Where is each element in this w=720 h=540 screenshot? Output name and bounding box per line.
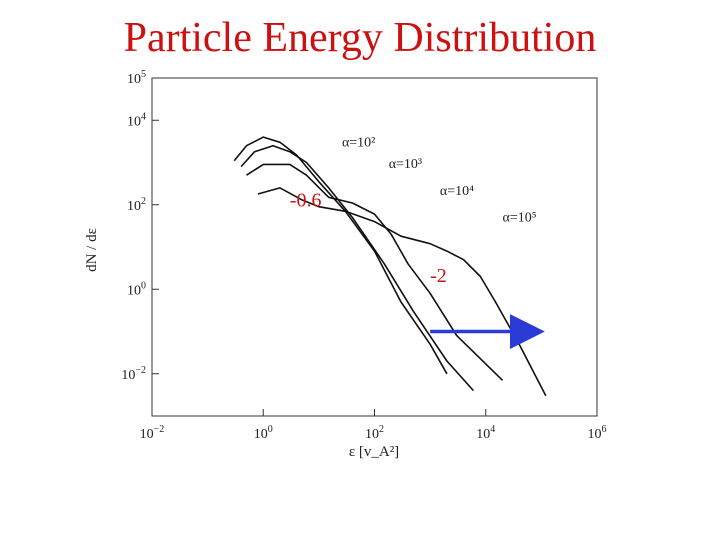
series-line-2: [240, 144, 474, 392]
y-tick-label: 105: [127, 69, 146, 87]
y-ticks: 10−2 100 102 104 105: [121, 69, 159, 383]
y-axis-label: dN / dε: [84, 228, 100, 272]
series-label-1: α=10²: [342, 135, 375, 150]
series-label-4: α=10⁵: [502, 211, 536, 226]
series-group: [233, 136, 547, 397]
series-line-1: [233, 136, 448, 375]
y-tick-label: 100: [127, 280, 146, 298]
x-tick-label: 104: [476, 424, 495, 442]
series-line-3: [246, 163, 504, 381]
x-tick-label: 10−2: [140, 424, 165, 442]
labels-group: α=10² α=10³ α=10⁴ α=10⁵: [342, 135, 537, 225]
series-line-4: [257, 187, 547, 397]
slide-title: Particle Energy Distribution: [123, 15, 597, 61]
y-tick-label: 10−2: [121, 365, 146, 383]
series-label-2: α=10³: [389, 157, 422, 172]
series-label-3: α=10⁴: [440, 184, 474, 199]
x-axis-label: ε [v_A²]: [349, 444, 399, 460]
slope-annotation-1: -0.6: [290, 190, 322, 212]
y-tick-label: 102: [127, 196, 146, 214]
x-tick-label: 102: [365, 424, 384, 442]
annotations-group: -0.6 -2: [290, 190, 545, 349]
x-tick-label: 106: [588, 424, 607, 442]
x-tick-label: 100: [254, 424, 273, 442]
slope-annotation-2: -2: [430, 265, 447, 287]
x-ticks: 10−2 100 102 104 106: [140, 409, 607, 442]
y-tick-label: 104: [127, 111, 146, 129]
